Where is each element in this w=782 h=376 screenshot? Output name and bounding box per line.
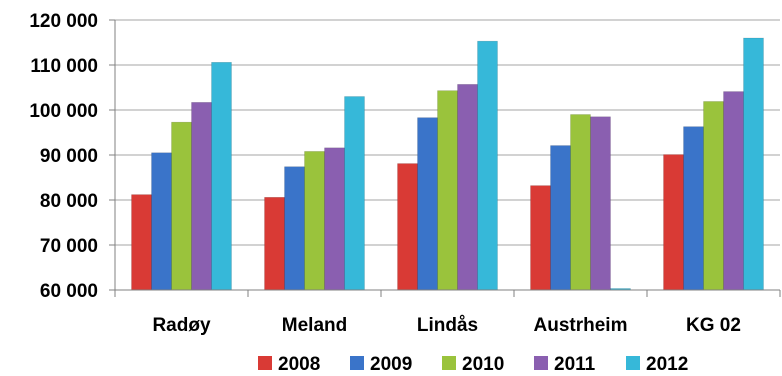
category-label: Meland <box>282 315 347 336</box>
bar <box>211 61 232 291</box>
bar <box>570 114 591 291</box>
bar <box>590 116 611 291</box>
category-label: KG 02 <box>686 315 741 336</box>
legend-swatch <box>626 356 640 370</box>
legend-swatch <box>534 356 548 370</box>
bar <box>477 40 498 291</box>
y-tick-label: 120 000 <box>29 11 98 32</box>
legend-label: 2008 <box>278 354 320 375</box>
axes <box>109 19 781 297</box>
bar <box>703 101 724 291</box>
legend-label: 2009 <box>370 354 412 375</box>
bar <box>550 145 571 291</box>
bar <box>131 194 152 291</box>
y-axis-tick-labels: 60 000 70 000 80 000 90 000 100 000 110 … <box>29 11 98 302</box>
legend-swatch <box>258 356 272 370</box>
y-tick-label: 60 000 <box>40 281 98 302</box>
y-tick-label: 90 000 <box>40 146 98 167</box>
bar <box>663 154 684 291</box>
bar <box>743 37 764 291</box>
x-axis-category-labels: Radøy Meland Lindås Austrheim KG 02 <box>152 315 741 336</box>
legend-label: 2011 <box>554 354 596 375</box>
bar <box>683 126 704 291</box>
bar <box>284 166 305 291</box>
legend-label: 2012 <box>646 354 688 375</box>
category-label: Lindås <box>417 315 478 336</box>
legend-label: 2010 <box>462 354 504 375</box>
bar <box>151 152 172 291</box>
legend-swatch <box>350 356 364 370</box>
category-label: Radøy <box>152 315 211 336</box>
y-tick-label: 110 000 <box>30 56 98 77</box>
bar <box>191 102 212 291</box>
bar <box>723 91 744 291</box>
legend: 2008 2009 2010 2011 2012 <box>258 354 688 375</box>
bar <box>457 84 478 291</box>
y-tick-label: 80 000 <box>40 191 98 212</box>
bar <box>171 121 192 291</box>
bar <box>437 90 458 291</box>
category-label: Austrheim <box>534 315 628 336</box>
bar <box>324 147 345 291</box>
bar <box>397 163 418 291</box>
bar <box>264 197 285 291</box>
bar <box>304 151 325 291</box>
legend-swatch <box>442 356 456 370</box>
bar <box>530 185 551 291</box>
bar <box>344 96 365 291</box>
y-tick-label: 100 000 <box>29 101 98 122</box>
bar <box>417 117 438 291</box>
y-tick-label: 70 000 <box>40 236 98 257</box>
bars <box>131 37 764 291</box>
